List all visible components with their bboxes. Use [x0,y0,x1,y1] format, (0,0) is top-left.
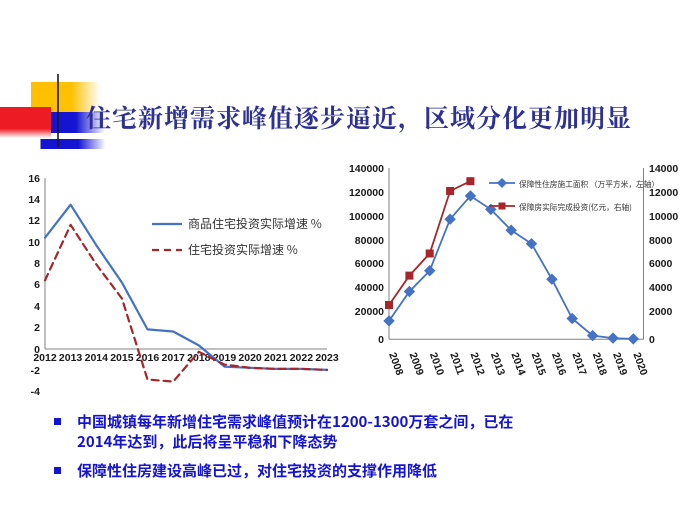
svg-text:2023: 2023 [315,352,339,364]
svg-text:保障房实际完成投资(亿元，右轴): 保障房实际完成投资(亿元，右轴) [519,202,632,213]
svg-text:2015: 2015 [110,352,134,364]
svg-text:住宅投资实际增速 %: 住宅投资实际增速 % [188,241,298,258]
svg-text:14: 14 [28,194,40,206]
svg-text:2010: 2010 [427,351,446,377]
svg-text:140000: 140000 [349,163,384,175]
svg-text:2000: 2000 [649,306,673,318]
svg-text:2013: 2013 [488,351,507,377]
svg-text:4: 4 [34,301,40,313]
svg-text:16: 16 [28,173,40,185]
svg-text:2021: 2021 [264,352,288,364]
svg-text:商品住宅投资实际增速 %: 商品住宅投资实际增速 % [188,215,322,232]
svg-text:10000: 10000 [649,211,678,223]
svg-text:-4: -4 [31,386,40,398]
svg-text:2014: 2014 [508,351,527,377]
svg-text:100000: 100000 [349,211,384,223]
svg-text:2013: 2013 [59,352,83,364]
svg-text:2019: 2019 [610,351,629,377]
svg-text:2020: 2020 [630,351,649,377]
svg-text:2011: 2011 [447,351,466,377]
svg-text:60000: 60000 [355,258,384,270]
svg-text:2015: 2015 [529,351,548,377]
svg-text:20000: 20000 [355,306,384,318]
svg-text:2008: 2008 [386,351,405,377]
svg-text:8: 8 [34,258,40,270]
svg-text:0: 0 [378,334,384,346]
svg-text:10: 10 [28,237,40,249]
svg-text:2020: 2020 [238,352,262,364]
svg-text:2017: 2017 [569,351,588,377]
svg-text:6: 6 [34,279,40,291]
svg-text:14000: 14000 [649,163,678,175]
svg-text:2017: 2017 [162,352,186,364]
svg-text:2016: 2016 [549,351,568,377]
svg-text:40000: 40000 [355,282,384,294]
svg-text:2009: 2009 [407,351,426,377]
svg-text:8000: 8000 [649,235,673,247]
svg-text:2022: 2022 [290,352,314,364]
svg-text:保障性住房施工面积 （万平方米，左轴）: 保障性住房施工面积 （万平方米，左轴） [519,179,659,190]
svg-text:2: 2 [34,322,40,334]
svg-text:12: 12 [28,215,40,227]
svg-text:2019: 2019 [213,352,237,364]
svg-text:-2: -2 [31,365,40,377]
svg-text:2012: 2012 [33,352,57,364]
svg-text:80000: 80000 [355,235,384,247]
svg-text:4000: 4000 [649,282,673,294]
svg-text:2018: 2018 [590,351,609,377]
svg-text:2012: 2012 [468,351,487,377]
svg-text:0: 0 [649,334,655,346]
svg-text:120000: 120000 [349,187,384,199]
svg-text:6000: 6000 [649,258,673,270]
svg-text:2014: 2014 [85,352,109,364]
